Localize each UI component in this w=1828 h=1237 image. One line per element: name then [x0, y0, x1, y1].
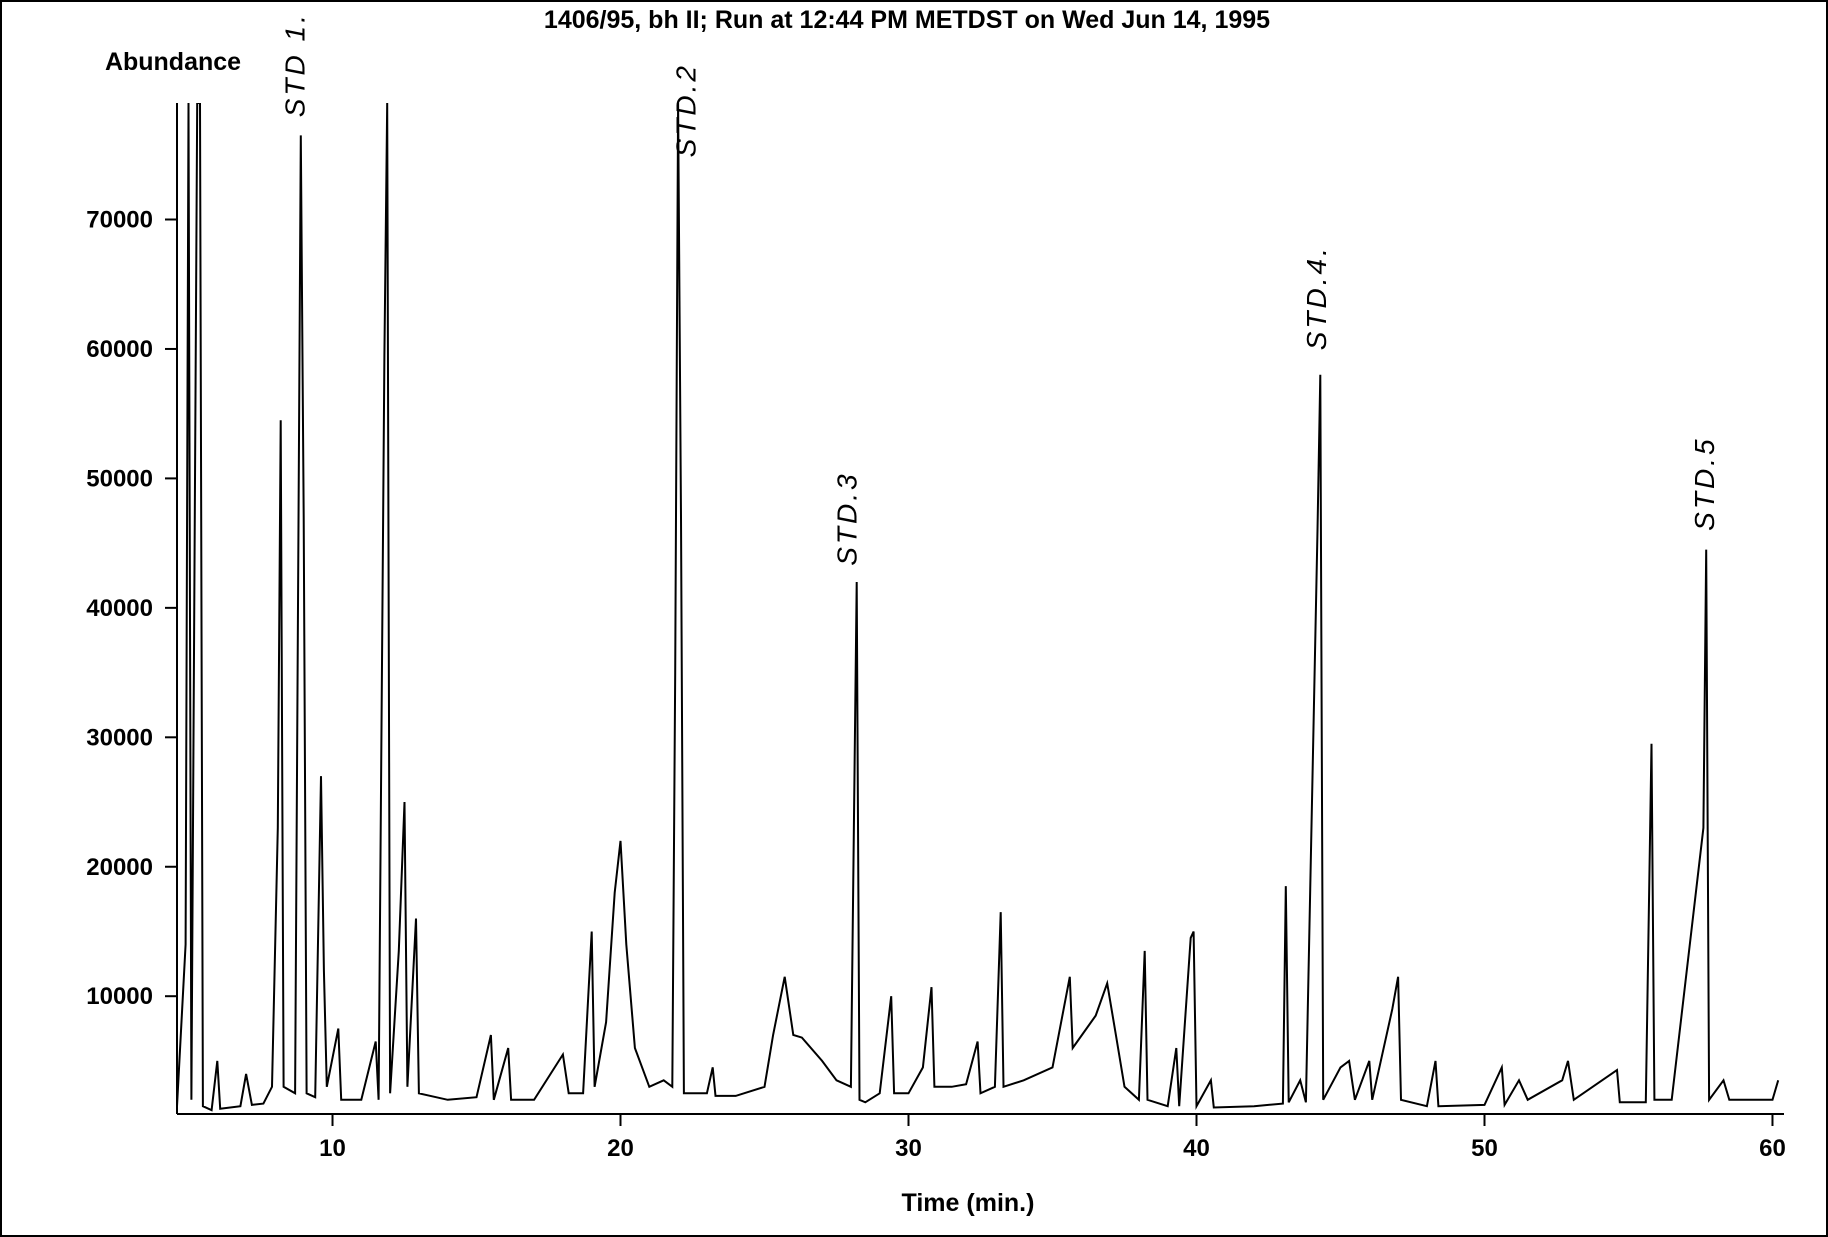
y-tick-label: 10000 [86, 983, 153, 1010]
y-tick-label: 30000 [86, 724, 153, 751]
y-tick-label: 20000 [86, 854, 153, 881]
y-axis-label: Abundance [105, 48, 241, 76]
x-tick-label: 30 [895, 1135, 922, 1162]
y-tick-label: 60000 [86, 336, 153, 363]
y-tick-label: 40000 [86, 595, 153, 622]
x-tick-label: 50 [1471, 1135, 1498, 1162]
x-axis-label: Time (min.) [902, 1189, 1035, 1217]
annotation: STD.2 [670, 63, 701, 157]
annotation: STD.5 [1689, 436, 1720, 530]
y-tick-label: 70000 [86, 207, 153, 234]
x-tick-label: 40 [1183, 1135, 1210, 1162]
annotation: STD.3 [832, 471, 863, 565]
y-tick-label: 50000 [86, 465, 153, 492]
x-tick-label: 10 [319, 1135, 346, 1162]
x-tick-label: 20 [607, 1135, 634, 1162]
chromatogram-line [177, 103, 1780, 1112]
annotation: STD 1. [280, 12, 311, 117]
annotation: STD.4. [1301, 245, 1332, 350]
chart-title: 1406/95, bh II; Run at 12:44 PM METDST o… [544, 6, 1270, 34]
x-tick-label: 60 [1759, 1135, 1786, 1162]
